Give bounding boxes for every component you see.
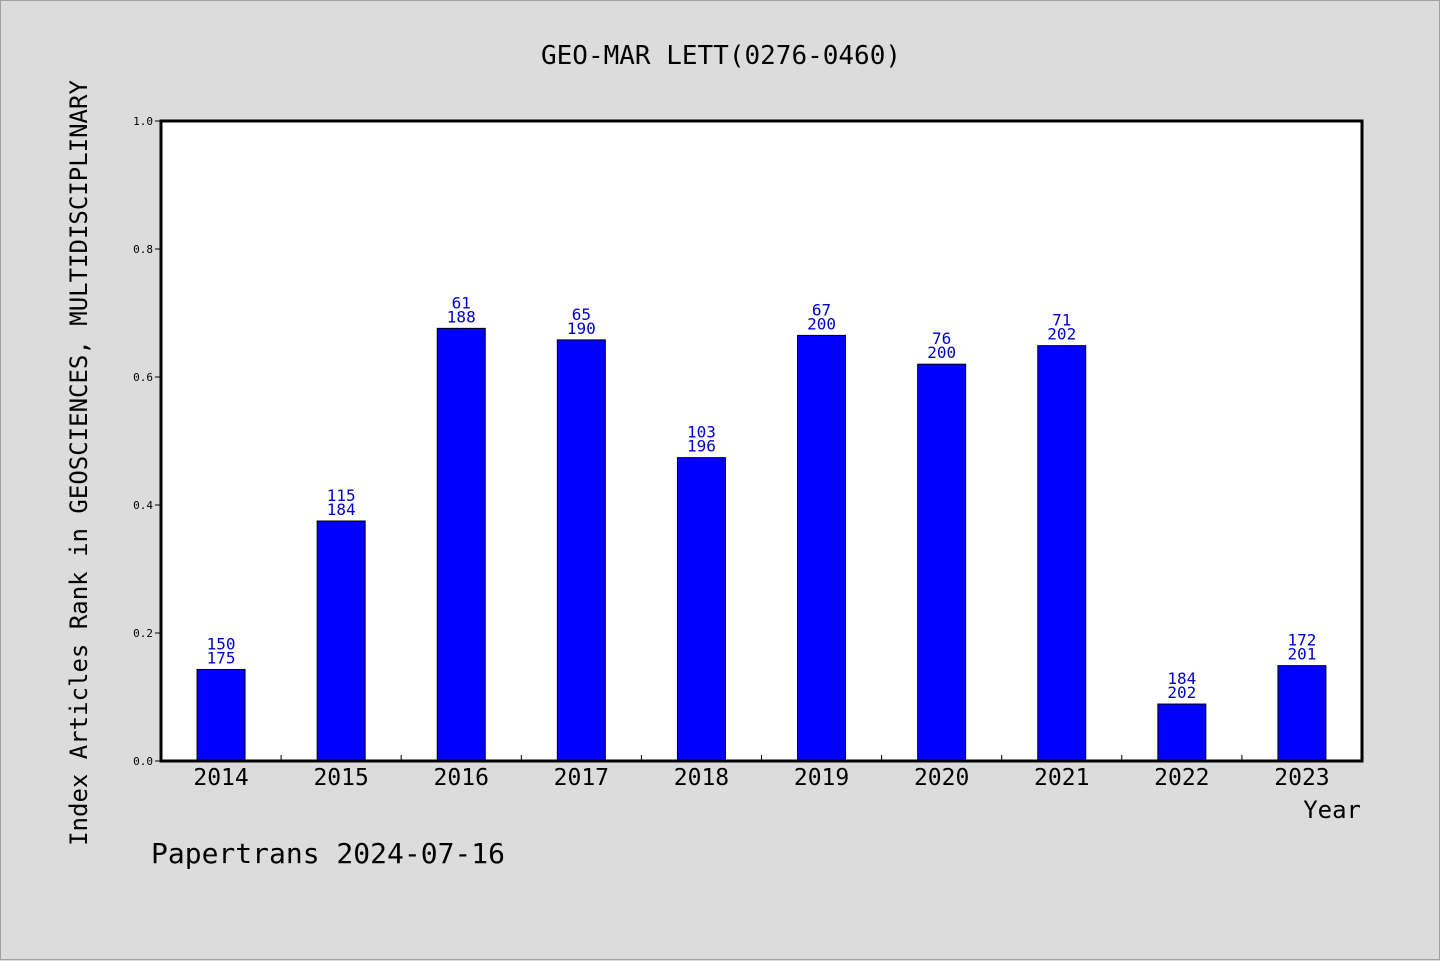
data-label-bottom: 201 — [1287, 645, 1316, 664]
data-label-top: 184 — [1167, 669, 1196, 688]
bar-2022 — [1157, 703, 1207, 762]
data-label-bottom: 200 — [807, 314, 836, 333]
plot-border — [159, 119, 1364, 763]
data-label-top: 65 — [572, 305, 591, 324]
data-label-bottom: 196 — [687, 437, 716, 456]
y-axis-label: Index Articles Rank in GEOSCIENCES, MULT… — [65, 80, 93, 846]
y-tick-label: 0.6 — [133, 371, 153, 384]
x-tick-label: 2021 — [1034, 765, 1089, 791]
bar-2015 — [316, 520, 366, 762]
data-label-bottom: 175 — [207, 648, 236, 667]
data-label-top: 150 — [207, 634, 236, 653]
data-label-top: 67 — [812, 300, 831, 319]
x-tick-label: 2016 — [434, 765, 489, 791]
y-tick-label: 0.2 — [133, 627, 153, 640]
x-tick-label: 2014 — [193, 765, 248, 791]
bar-2019 — [797, 334, 847, 762]
x-tick-label: 2019 — [794, 765, 849, 791]
y-tick-label: 0.4 — [133, 499, 153, 512]
bar-2018 — [676, 457, 726, 762]
data-label-bottom: 202 — [1047, 325, 1076, 344]
y-tick-label: 0.0 — [133, 755, 153, 768]
y-tick-label: 0.8 — [133, 243, 153, 256]
data-label-top: 76 — [932, 329, 951, 348]
bar-2023 — [1277, 665, 1327, 762]
data-label-bottom: 202 — [1167, 683, 1196, 702]
data-label-bottom: 200 — [927, 343, 956, 362]
x-tick-label: 2023 — [1274, 765, 1329, 791]
data-label-top: 103 — [687, 423, 716, 442]
footer-stamp: Papertrans 2024-07-16 — [151, 837, 505, 870]
x-tick-label: 2022 — [1154, 765, 1209, 791]
x-tick-label: 2017 — [554, 765, 609, 791]
data-label-bottom: 184 — [327, 500, 356, 519]
bar-2017 — [556, 339, 606, 762]
y-tick-label: 1.0 — [133, 115, 153, 128]
bar-2020 — [917, 363, 967, 762]
plot-area: 0.00.20.40.60.81.01501752014115184201561… — [133, 115, 1364, 791]
x-axis-label: Year — [1303, 796, 1361, 824]
data-label-top: 172 — [1287, 631, 1316, 650]
data-label-bottom: 190 — [567, 319, 596, 338]
data-label-top: 61 — [452, 293, 471, 312]
x-tick-label: 2015 — [313, 765, 368, 791]
bar-2016 — [436, 327, 486, 762]
data-label-top: 115 — [327, 486, 356, 505]
data-label-top: 71 — [1052, 311, 1071, 330]
bar-2014 — [196, 668, 246, 762]
bar-2021 — [1037, 345, 1087, 762]
x-tick-label: 2020 — [914, 765, 969, 791]
x-tick-label: 2018 — [674, 765, 729, 791]
chart-title: GEO-MAR LETT(0276-0460) — [541, 41, 901, 71]
data-label-bottom: 188 — [447, 307, 476, 326]
